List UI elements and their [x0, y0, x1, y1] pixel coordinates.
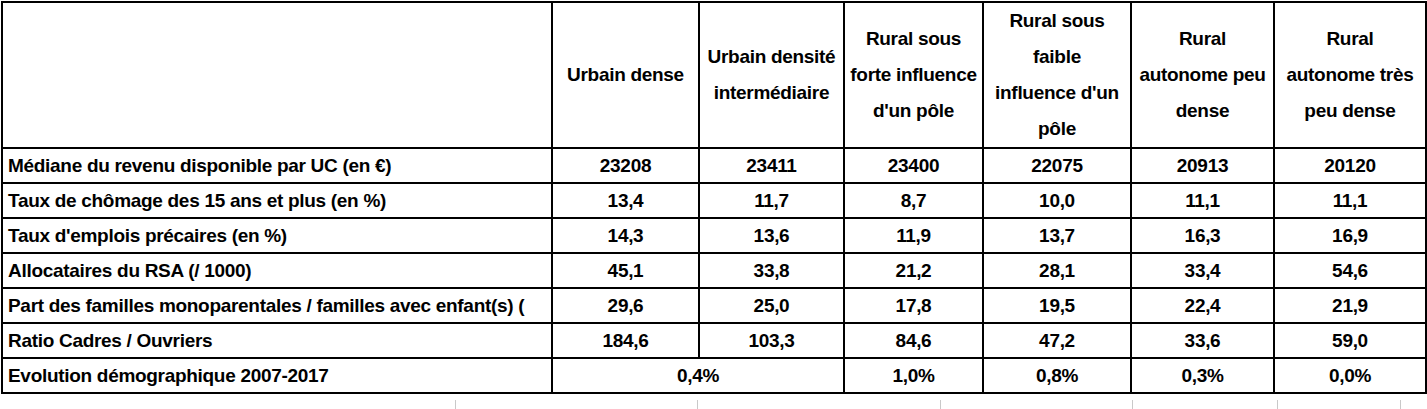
value-cell[interactable]: 103,3: [699, 323, 844, 358]
value-cell[interactable]: 84,6: [844, 323, 983, 358]
value-cell[interactable]: 23411: [699, 148, 844, 183]
value-cell[interactable]: 29,6: [552, 288, 699, 323]
value-cell[interactable]: 11,9: [844, 218, 983, 253]
gridline-stub: [940, 400, 941, 409]
value-cell[interactable]: 47,2: [983, 323, 1131, 358]
value-cell[interactable]: 13,6: [699, 218, 844, 253]
value-cell[interactable]: 19,5: [983, 288, 1131, 323]
column-header-cell[interactable]: Rural sous faible influence d'un pôle: [983, 2, 1131, 148]
value-cell[interactable]: 16,3: [1131, 218, 1274, 253]
value-cell[interactable]: 54,6: [1274, 253, 1426, 288]
value-cell[interactable]: 45,1: [552, 253, 699, 288]
value-cell[interactable]: 0,3%: [1131, 358, 1274, 393]
value-cell[interactable]: 16,9: [1274, 218, 1426, 253]
value-cell[interactable]: 11,1: [1131, 183, 1274, 218]
column-header-cell[interactable]: Rural autonome très peu dense: [1274, 2, 1426, 148]
value-cell[interactable]: 20120: [1274, 148, 1426, 183]
row-label-cell[interactable]: Taux de chômage des 15 ans et plus (en %…: [2, 183, 552, 218]
value-cell[interactable]: 28,1: [983, 253, 1131, 288]
value-cell[interactable]: 33,8: [699, 253, 844, 288]
value-cell[interactable]: 22075: [983, 148, 1131, 183]
value-cell[interactable]: 21,9: [1274, 288, 1426, 323]
gridline-stub: [1277, 400, 1278, 409]
value-cell[interactable]: 8,7: [844, 183, 983, 218]
column-header-cell[interactable]: Rural autonome peu dense: [1131, 2, 1274, 148]
value-cell[interactable]: 11,1: [1274, 183, 1426, 218]
value-cell[interactable]: 184,6: [552, 323, 699, 358]
value-cell[interactable]: 33,6: [1131, 323, 1274, 358]
row-label-cell[interactable]: Taux d'emplois précaires (en %): [2, 218, 552, 253]
merged-value-cell[interactable]: 0,4%: [552, 358, 844, 393]
gridline-stub: [1400, 400, 1401, 409]
table-row: Allocataires du RSA (/ 1000)45,133,821,2…: [2, 253, 1426, 288]
header-row: Urbain denseUrbain densité intermédiaire…: [2, 2, 1426, 148]
table-row: Taux d'emplois précaires (en %)14,313,61…: [2, 218, 1426, 253]
value-cell[interactable]: 23208: [552, 148, 699, 183]
value-cell[interactable]: 14,3: [552, 218, 699, 253]
value-cell[interactable]: 13,4: [552, 183, 699, 218]
value-cell[interactable]: 1,0%: [844, 358, 983, 393]
row-label-cell[interactable]: Part des familles monoparentales / famil…: [2, 288, 552, 323]
value-cell[interactable]: 17,8: [844, 288, 983, 323]
value-cell[interactable]: 23400: [844, 148, 983, 183]
value-cell[interactable]: 21,2: [844, 253, 983, 288]
column-header-cell[interactable]: Urbain dense: [552, 2, 699, 148]
gridline-stub: [697, 400, 698, 409]
table-row: Part des familles monoparentales / famil…: [2, 288, 1426, 323]
gridline-stub: [1132, 400, 1133, 409]
value-cell[interactable]: 33,4: [1131, 253, 1274, 288]
value-cell[interactable]: 20913: [1131, 148, 1274, 183]
row-label-cell[interactable]: Evolution démographique 2007-2017: [2, 358, 552, 393]
territory-statistics-table: Urbain denseUrbain densité intermédiaire…: [1, 1, 1427, 394]
value-cell[interactable]: 25,0: [699, 288, 844, 323]
column-header-cell[interactable]: Rural sous forte influence d'un pôle: [844, 2, 983, 148]
row-label-cell[interactable]: Ratio Cadres / Ouvriers: [2, 323, 552, 358]
spreadsheet-table-screenshot: Urbain denseUrbain densité intermédiaire…: [0, 0, 1427, 409]
value-cell[interactable]: 13,7: [983, 218, 1131, 253]
value-cell[interactable]: 0,0%: [1274, 358, 1426, 393]
value-cell[interactable]: 22,4: [1131, 288, 1274, 323]
value-cell[interactable]: 11,7: [699, 183, 844, 218]
value-cell[interactable]: 59,0: [1274, 323, 1426, 358]
row-label-cell[interactable]: Allocataires du RSA (/ 1000): [2, 253, 552, 288]
table-row: Ratio Cadres / Ouvriers184,6103,384,647,…: [2, 323, 1426, 358]
column-header-cell[interactable]: Urbain densité intermédiaire: [699, 2, 844, 148]
table-row: Taux de chômage des 15 ans et plus (en %…: [2, 183, 1426, 218]
corner-header-cell[interactable]: [2, 2, 552, 148]
value-cell[interactable]: 10,0: [983, 183, 1131, 218]
gridline-stub: [455, 400, 456, 409]
value-cell[interactable]: 0,8%: [983, 358, 1131, 393]
row-label-cell[interactable]: Médiane du revenu disponible par UC (en …: [2, 148, 552, 183]
table-row: Médiane du revenu disponible par UC (en …: [2, 148, 1426, 183]
table-row: Evolution démographique 2007-20170,4%1,0…: [2, 358, 1426, 393]
